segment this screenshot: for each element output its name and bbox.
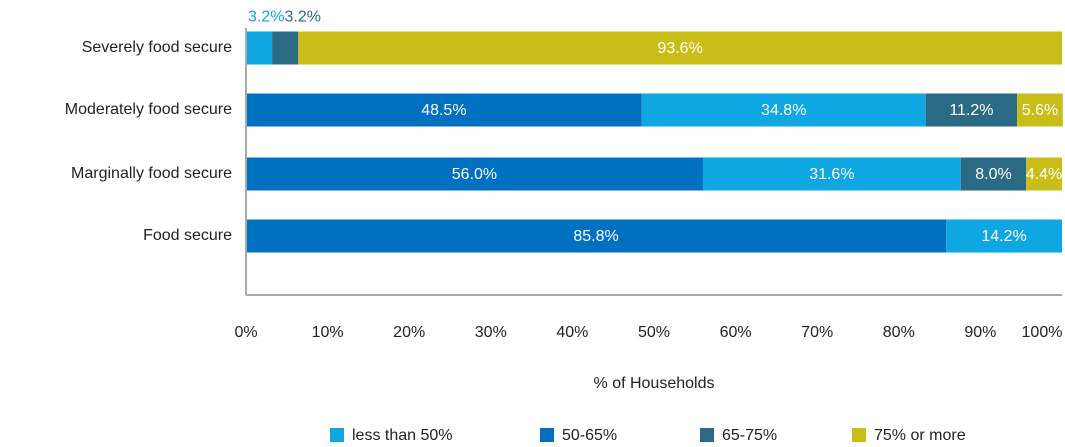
legend-swatch <box>700 428 714 442</box>
data-label: 4.4% <box>1026 166 1062 183</box>
bar-segment <box>1026 157 1062 191</box>
data-label: 56.0% <box>452 166 497 183</box>
bar-segment <box>246 93 642 127</box>
bar-segment <box>702 157 961 191</box>
y-tick-label: Marginally food secure <box>71 165 232 182</box>
x-tick-label: 70% <box>801 324 833 341</box>
bar-segment <box>960 157 1027 191</box>
data-label: 3.2% <box>248 9 284 26</box>
x-tick-label: 20% <box>393 324 425 341</box>
bar-segment <box>946 219 1062 253</box>
bar-segment <box>925 93 1018 127</box>
bar-segment <box>246 219 947 253</box>
legend-label: less than 50% <box>352 427 453 444</box>
x-tick-label: 100% <box>1022 324 1063 341</box>
data-label: 3.2% <box>284 9 320 26</box>
data-label: 31.6% <box>809 166 854 183</box>
legend-label: 65-75% <box>722 427 777 444</box>
legend-swatch <box>330 428 344 442</box>
x-tick-label: 10% <box>312 324 344 341</box>
data-label: 85.8% <box>573 228 618 245</box>
y-tick-label: Moderately food secure <box>65 101 232 118</box>
legend-swatch <box>852 428 866 442</box>
data-label: 8.0% <box>975 166 1011 183</box>
data-label: 34.8% <box>761 102 806 119</box>
bar-segment <box>641 93 926 127</box>
bar-segment <box>298 31 1062 65</box>
x-tick-label: 0% <box>234 324 257 341</box>
data-label: 93.6% <box>657 40 702 57</box>
bar-segment <box>246 157 703 191</box>
bar-segment <box>1017 93 1063 127</box>
y-tick-label: Severely food secure <box>82 39 232 56</box>
data-label: 48.5% <box>421 102 466 119</box>
x-tick-label: 40% <box>556 324 588 341</box>
legend-swatch <box>540 428 554 442</box>
data-label: 11.2% <box>949 102 993 119</box>
bar-segment <box>272 31 299 65</box>
y-tick-label: Food secure <box>143 227 232 244</box>
x-tick-label: 30% <box>475 324 507 341</box>
x-tick-label: 50% <box>638 324 670 341</box>
x-tick-label: 90% <box>964 324 996 341</box>
x-tick-label: 80% <box>883 324 915 341</box>
x-tick-label: 60% <box>720 324 752 341</box>
data-label: 14.2% <box>981 228 1026 245</box>
bar-segment <box>246 31 273 65</box>
legend-label: 75% or more <box>874 427 966 444</box>
legend-label: 50-65% <box>562 427 617 444</box>
data-label: 5.6% <box>1022 102 1058 119</box>
x-axis-title: % of Households <box>594 375 715 392</box>
